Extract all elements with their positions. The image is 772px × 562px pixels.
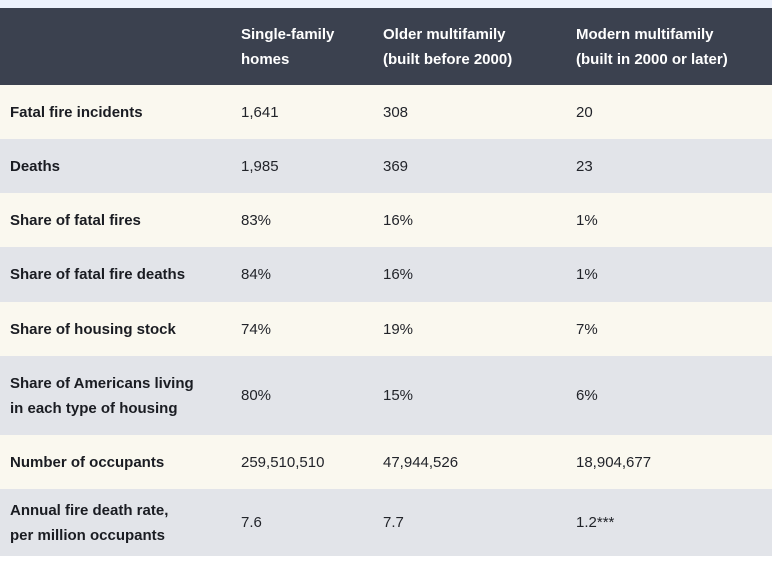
table-row-share-of-housing-stock: Share of housing stock 74% 19% 7% bbox=[0, 302, 772, 356]
cell-value: 1% bbox=[576, 266, 598, 283]
row-label: Fatal fire incidents bbox=[10, 103, 143, 121]
cell-value: 19% bbox=[383, 320, 414, 338]
row-label: Deaths bbox=[10, 157, 61, 175]
cell-value: 7.6 bbox=[241, 514, 262, 531]
table-row-fatal-fire-incidents: Fatal fire incidents 1,641 308 20 bbox=[0, 85, 772, 139]
row-label: Share of fatal fires bbox=[10, 211, 141, 229]
row-label: Share of housing stock bbox=[10, 320, 176, 338]
row-label: Share of fatal fire deaths bbox=[10, 266, 186, 283]
cell-value: 47,944,526 bbox=[383, 453, 459, 471]
column-header-older-multifamily: Older multifamily (built before 2000) bbox=[383, 25, 513, 68]
column-header-modern-multifamily: Modern multifamily (built in 2000 or lat… bbox=[576, 25, 728, 68]
cell-value: 18,904,677 bbox=[576, 453, 652, 471]
table-row-share-of-fatal-fire-deaths: Share of fatal fire deaths 84% 16% 1% bbox=[0, 247, 772, 302]
cell-value: 23 bbox=[576, 157, 593, 175]
cell-value: 74% bbox=[241, 320, 272, 338]
cell-value: 1% bbox=[576, 211, 598, 229]
cell-value: 1,985 bbox=[241, 157, 279, 175]
table-row-share-of-americans-living: Share of Americans living in each type o… bbox=[0, 356, 772, 435]
column-header-single-family: Single-family homes bbox=[241, 25, 335, 68]
top-strip bbox=[0, 0, 772, 8]
cell-value: 20 bbox=[576, 103, 593, 121]
cell-value: 16% bbox=[383, 211, 414, 229]
cell-value: 16% bbox=[383, 266, 414, 283]
cell-value: 369 bbox=[383, 157, 409, 175]
cell-value: 1.2*** bbox=[576, 514, 615, 531]
bottom-strip bbox=[0, 556, 772, 562]
row-label: Number of occupants bbox=[10, 453, 165, 471]
table-row-share-of-fatal-fires: Share of fatal fires 83% 16% 1% bbox=[0, 193, 772, 247]
cell-value: 83% bbox=[241, 211, 272, 229]
cell-value: 84% bbox=[241, 266, 272, 283]
cell-value: 1,641 bbox=[241, 103, 279, 121]
cell-value: 7% bbox=[576, 320, 598, 338]
cell-value: 259,510,510 bbox=[241, 453, 325, 471]
cell-value: 308 bbox=[383, 103, 409, 121]
cell-value: 80% bbox=[241, 387, 272, 404]
row-label: Annual fire death rate, per million occu… bbox=[10, 501, 169, 544]
cell-value: 7.7 bbox=[383, 514, 404, 531]
cell-value: 6% bbox=[576, 387, 598, 404]
table-row-annual-fire-death-rate: Annual fire death rate, per million occu… bbox=[0, 489, 772, 556]
table-header-row: Single-family homes Older multifamily (b… bbox=[0, 8, 772, 85]
row-label: Share of Americans living in each type o… bbox=[10, 374, 194, 417]
table-row-number-of-occupants: Number of occupants 259,510,510 47,944,5… bbox=[0, 435, 772, 489]
table-row-deaths: Deaths 1,985 369 23 bbox=[0, 139, 772, 193]
cell-value: 15% bbox=[383, 387, 414, 404]
